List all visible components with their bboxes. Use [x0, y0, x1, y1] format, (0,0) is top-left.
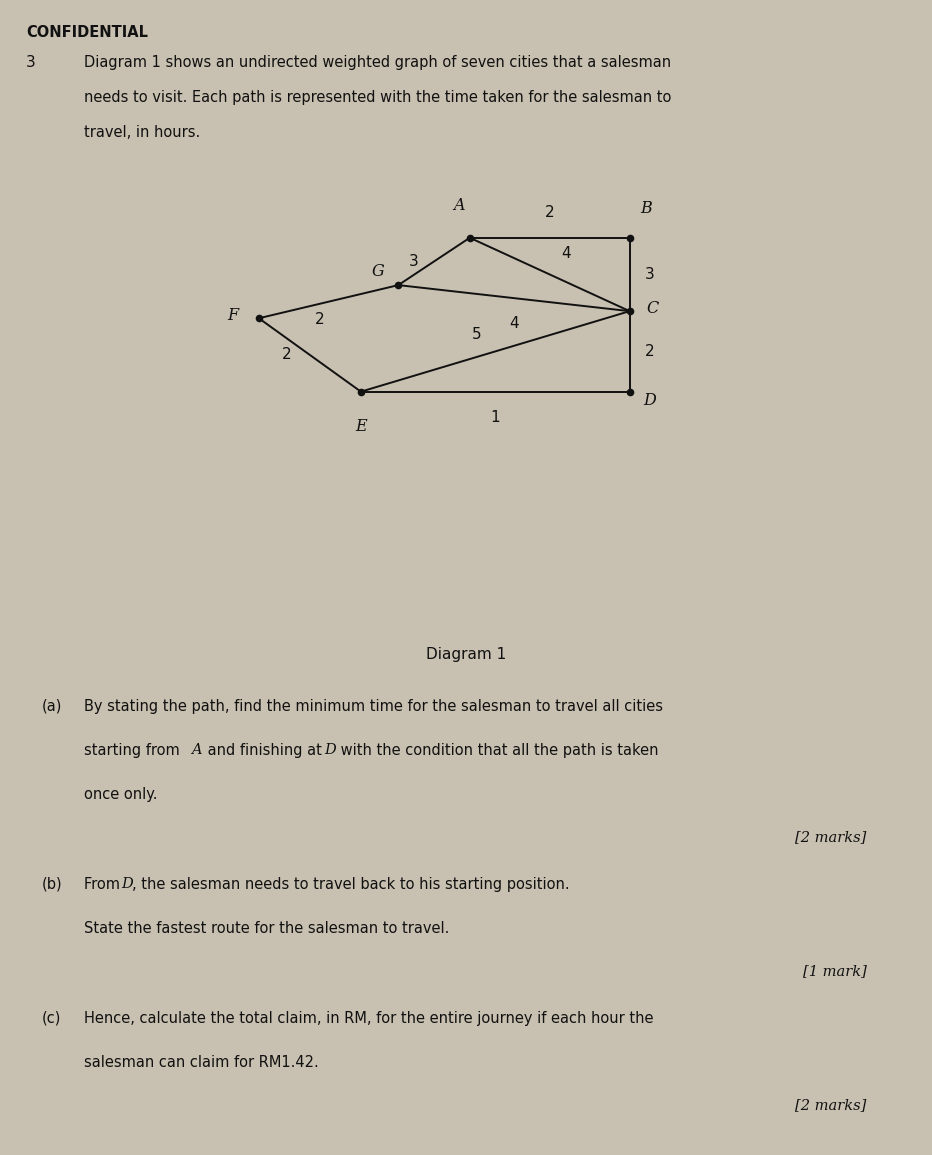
- Text: 2: 2: [281, 348, 292, 363]
- Text: CONFIDENTIAL: CONFIDENTIAL: [26, 25, 148, 40]
- Text: starting from: starting from: [84, 743, 185, 758]
- Text: 3: 3: [26, 55, 35, 70]
- Text: Diagram 1: Diagram 1: [426, 647, 506, 662]
- Text: D: D: [324, 743, 336, 757]
- Text: State the fastest route for the salesman to travel.: State the fastest route for the salesman…: [84, 921, 449, 936]
- Text: 2: 2: [645, 344, 655, 359]
- Text: 5: 5: [472, 327, 482, 342]
- Text: 2: 2: [314, 312, 324, 327]
- Text: with the condition that all the path is taken: with the condition that all the path is …: [336, 743, 658, 758]
- Text: 2: 2: [545, 204, 555, 219]
- Text: , the salesman needs to travel back to his starting position.: , the salesman needs to travel back to h…: [132, 877, 570, 892]
- Text: once only.: once only.: [84, 787, 158, 802]
- Text: A: A: [191, 743, 201, 757]
- Text: (b): (b): [42, 877, 62, 892]
- Text: Diagram 1 shows an undirected weighted graph of seven cities that a salesman: Diagram 1 shows an undirected weighted g…: [84, 55, 671, 70]
- Text: salesman can claim for RM1.42.: salesman can claim for RM1.42.: [84, 1055, 319, 1070]
- Text: 3: 3: [408, 254, 418, 269]
- Text: (a): (a): [42, 699, 62, 714]
- Text: B: B: [640, 200, 652, 217]
- Text: C: C: [647, 300, 659, 318]
- Text: G: G: [372, 262, 384, 280]
- Text: 3: 3: [645, 267, 655, 282]
- Text: D: D: [121, 877, 133, 891]
- Text: 4: 4: [509, 316, 519, 331]
- Text: E: E: [355, 418, 366, 434]
- Text: From: From: [84, 877, 125, 892]
- Text: 4: 4: [562, 246, 571, 261]
- Text: travel, in hours.: travel, in hours.: [84, 125, 200, 140]
- Text: A: A: [453, 196, 464, 214]
- Text: By stating the path, find the minimum time for the salesman to travel all cities: By stating the path, find the minimum ti…: [84, 699, 663, 714]
- Text: [2 marks]: [2 marks]: [795, 1098, 867, 1112]
- Text: 1: 1: [490, 410, 500, 425]
- Text: D: D: [644, 393, 657, 409]
- Text: needs to visit. Each path is represented with the time taken for the salesman to: needs to visit. Each path is represented…: [84, 90, 671, 105]
- Text: (c): (c): [42, 1011, 62, 1026]
- Text: F: F: [227, 307, 239, 325]
- Text: Hence, calculate the total claim, in RM, for the entire journey if each hour the: Hence, calculate the total claim, in RM,…: [84, 1011, 653, 1026]
- Text: and finishing at: and finishing at: [203, 743, 327, 758]
- Text: [2 marks]: [2 marks]: [795, 830, 867, 844]
- Text: [1 mark]: [1 mark]: [802, 964, 867, 978]
